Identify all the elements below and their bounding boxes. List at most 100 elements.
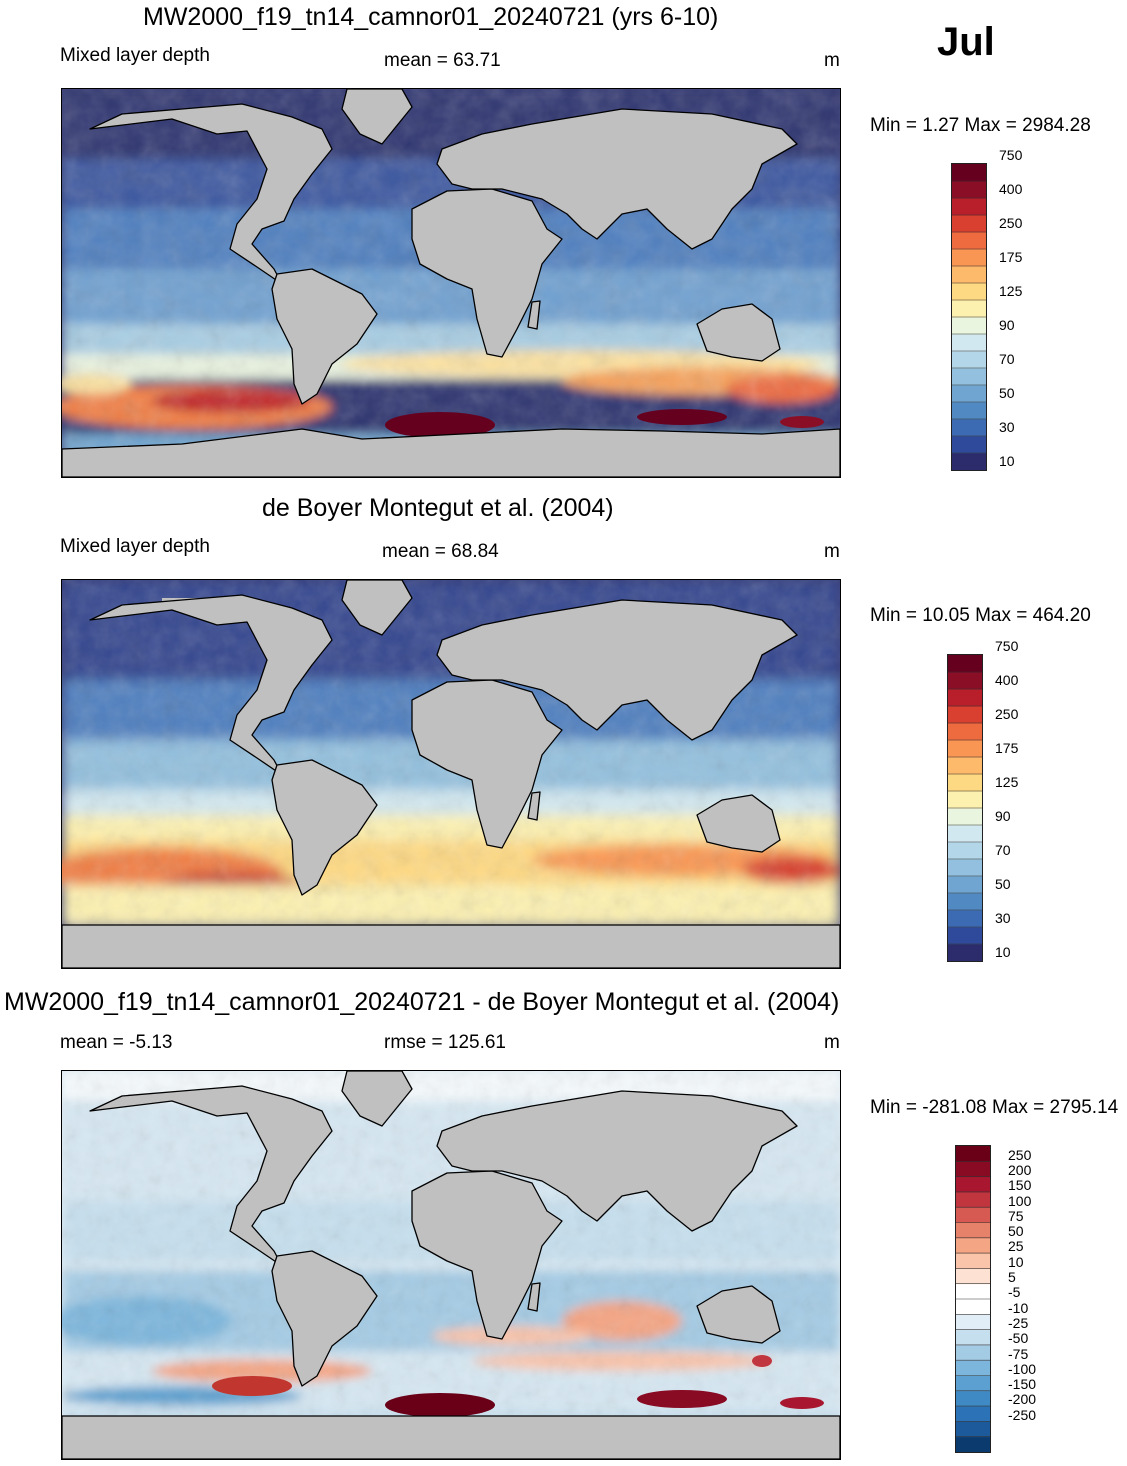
panel1-units-label: m <box>824 50 840 71</box>
colorbar-tick-label: -50 <box>1008 1330 1029 1347</box>
mld-colorbar-swatch <box>948 927 982 945</box>
mld-colorbar-swatch <box>952 317 986 335</box>
colorbar-tick-label: -250 <box>1008 1406 1037 1423</box>
mld-colorbar-swatch <box>948 740 982 758</box>
panel3-mean-label: mean = -5.13 <box>60 1032 173 1053</box>
panel3-units-label: m <box>824 1032 840 1053</box>
diff-colorbar-swatch <box>956 1360 990 1376</box>
mld-colorbar-swatch <box>952 266 986 284</box>
colorbar-tick-label: 5 <box>1008 1269 1016 1286</box>
mld-colorbar-swatch <box>948 876 982 894</box>
colorbar-tick-label: 70 <box>999 350 1015 367</box>
diff-colorbar-swatch <box>956 1176 990 1193</box>
colorbar-tick-label: 70 <box>995 841 1011 858</box>
diff-colorbar-swatch <box>956 1237 990 1254</box>
mld-colorbar-swatch <box>952 232 986 250</box>
panel2-field-label: Mixed layer depth <box>60 536 210 557</box>
mld-colorbar-swatch <box>952 385 986 403</box>
colorbar-tick-label: 150 <box>1008 1177 1032 1194</box>
mld-colorbar-swatch <box>948 825 982 843</box>
colorbar-tick-label: 90 <box>995 807 1011 824</box>
mld-colorbar-swatch <box>952 419 986 437</box>
mld-colorbar-swatch <box>952 453 986 470</box>
diff-colorbar-swatch <box>956 1375 990 1392</box>
mld-colorbar-swatch <box>948 910 982 928</box>
panel2-units-label: m <box>824 541 840 562</box>
mld-colorbar-swatch <box>952 300 986 318</box>
diff-colorbar-swatch <box>956 1222 990 1239</box>
diff-colorbar-swatch <box>956 1191 990 1208</box>
colorbar-tick-label: 30 <box>995 909 1011 926</box>
panel1-mean-label: mean = 63.71 <box>384 50 501 71</box>
mld-colorbar-swatch <box>952 283 986 301</box>
diff-colorbar-swatch <box>956 1421 990 1438</box>
colorbar-tick-label: 10 <box>995 943 1011 960</box>
mld-colorbar-swatch <box>948 757 982 775</box>
mld-colorbar-swatch <box>952 334 986 352</box>
mld-colorbar-swatch <box>948 893 982 911</box>
diff-colorbar <box>955 1145 991 1453</box>
diff-colorbar-swatch <box>956 1207 990 1223</box>
colorbar-tick-label: 50 <box>995 875 1011 892</box>
panel3-rmse-label: rmse = 125.61 <box>384 1032 506 1053</box>
colorbar-tick-label: 125 <box>999 282 1023 299</box>
colorbar-tick-label: -25 <box>1008 1314 1029 1331</box>
diff-colorbar-swatch <box>956 1390 990 1407</box>
colorbar-tick-label: 30 <box>999 418 1015 435</box>
colorbar-tick-label: -75 <box>1008 1345 1029 1362</box>
mld-colorbar-swatch <box>952 198 986 216</box>
diff-colorbar-swatch <box>956 1344 990 1361</box>
diff-colorbar-swatch <box>956 1146 990 1162</box>
mld-colorbar-swatch <box>952 215 986 233</box>
colorbar-tick-label: 750 <box>999 146 1023 163</box>
mld-colorbar-1 <box>951 163 987 471</box>
colorbar-tick-label: 25 <box>1008 1238 1024 1255</box>
mld-colorbar-swatch <box>952 181 986 199</box>
mld-colorbar-swatch <box>948 808 982 826</box>
mld-colorbar-swatch <box>948 655 982 673</box>
colorbar-tick-label: 400 <box>999 180 1023 197</box>
panel2-title: de Boyer Montegut et al. (2004) <box>262 494 614 522</box>
mld-colorbar-swatch <box>948 859 982 877</box>
panel2-minmax-label: Min = 10.05 Max = 464.20 <box>870 605 1091 626</box>
colorbar-tick-label: 50 <box>1008 1223 1024 1240</box>
colorbar-tick-label: 250 <box>995 705 1019 722</box>
colorbar-tick-label: 750 <box>995 637 1019 654</box>
colorbar-tick-label: 100 <box>1008 1192 1032 1209</box>
difference-mld-map <box>61 1070 841 1460</box>
model-mld-map <box>61 88 841 478</box>
panel3-title: MW2000_f19_tn14_camnor01_20240721 - de B… <box>4 988 840 1016</box>
colorbar-tick-label: -150 <box>1008 1376 1037 1393</box>
colorbar-tick-label: 200 <box>1008 1161 1032 1178</box>
colorbar-tick-label: 50 <box>999 384 1015 401</box>
diff-colorbar-swatch <box>956 1314 990 1331</box>
obs-mld-map <box>61 579 841 969</box>
colorbar-tick-label: 125 <box>995 773 1019 790</box>
colorbar-tick-label: 10 <box>999 452 1015 469</box>
mld-colorbar-swatch <box>952 402 986 420</box>
colorbar-tick-label: -10 <box>1008 1299 1029 1316</box>
mld-colorbar-swatch <box>948 944 982 961</box>
mld-colorbar-swatch <box>952 164 986 182</box>
diff-colorbar-swatch <box>956 1283 990 1300</box>
colorbar-tick-label: 175 <box>995 739 1019 756</box>
diff-colorbar-swatch <box>956 1329 990 1346</box>
colorbar-tick-label: -5 <box>1008 1284 1021 1301</box>
diff-colorbar-swatch <box>956 1161 990 1178</box>
panel1-title: MW2000_f19_tn14_camnor01_20240721 (yrs 6… <box>143 3 719 31</box>
colorbar-tick-label: 90 <box>999 316 1015 333</box>
panel3-minmax-label: Min = -281.08 Max = 2795.14 <box>870 1097 1119 1118</box>
month-label: Jul <box>937 20 995 64</box>
diff-colorbar-swatch <box>956 1299 990 1315</box>
diff-colorbar-swatch <box>956 1406 990 1422</box>
mld-colorbar-swatch <box>952 436 986 454</box>
mld-colorbar-swatch <box>952 249 986 267</box>
mld-colorbar-swatch <box>952 351 986 369</box>
panel1-minmax-label: Min = 1.27 Max = 2984.28 <box>870 115 1091 136</box>
diff-colorbar-swatch <box>956 1436 990 1452</box>
diff-colorbar-swatch <box>956 1268 990 1285</box>
colorbar-tick-label: 10 <box>1008 1253 1024 1270</box>
mld-colorbar-swatch <box>948 723 982 741</box>
mld-colorbar-swatch <box>948 774 982 792</box>
mld-colorbar-swatch <box>948 706 982 724</box>
